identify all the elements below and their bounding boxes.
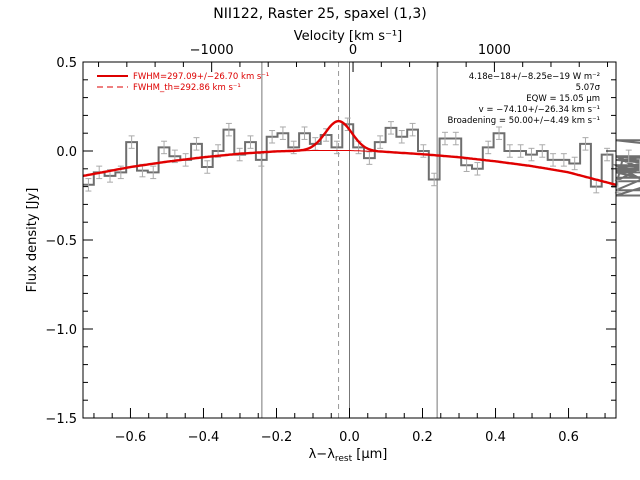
top-tick-label: −1000 (190, 43, 234, 58)
x-axis-label: λ−λrest [μm] (309, 447, 388, 464)
x-tick-label: 0.4 (485, 430, 506, 445)
top-tick-label: 0 (349, 43, 357, 58)
y-tick-label: −1.5 (45, 412, 77, 427)
x-tick-label: −0.2 (261, 430, 293, 445)
chart-title: NII122, Raster 25, spaxel (1,3) (213, 6, 426, 22)
y-axis-label: Flux density [Jy] (25, 188, 40, 293)
x-tick-label: 0.0 (339, 430, 360, 445)
top-axis-label: Velocity [km s⁻¹] (294, 29, 402, 44)
y-tick-label: 0.5 (56, 56, 77, 71)
annotation-0: 4.18e−18+/−8.25e−19 W m⁻² (469, 72, 600, 82)
spectrum-steps (83, 123, 640, 197)
annotation-2: EQW = 15.05 μm (526, 94, 600, 104)
annotation-3: v = −74.10+/−26.34 km s⁻¹ (479, 105, 600, 115)
annotation-4: Broadening = 50.00+/−4.49 km s⁻¹ (447, 116, 600, 126)
y-tick-label: −1.0 (45, 323, 77, 338)
x-tick-label: 0.2 (412, 430, 433, 445)
x-tick-label: −0.4 (188, 430, 220, 445)
fit-line (82, 119, 617, 186)
y-tick-label: 0.0 (56, 145, 77, 160)
y-tick-label: −0.5 (45, 234, 77, 249)
top-tick-label: 1000 (478, 43, 511, 58)
annotation-1: 5.07σ (576, 83, 601, 93)
legend-label-0: FWHM=297.09+/−26.70 km s⁻¹ (133, 72, 269, 82)
legend-label-1: FWHM_th=292.86 km s⁻¹ (133, 83, 241, 93)
x-tick-label: −0.6 (115, 430, 147, 445)
x-tick-label: 0.6 (558, 430, 579, 445)
